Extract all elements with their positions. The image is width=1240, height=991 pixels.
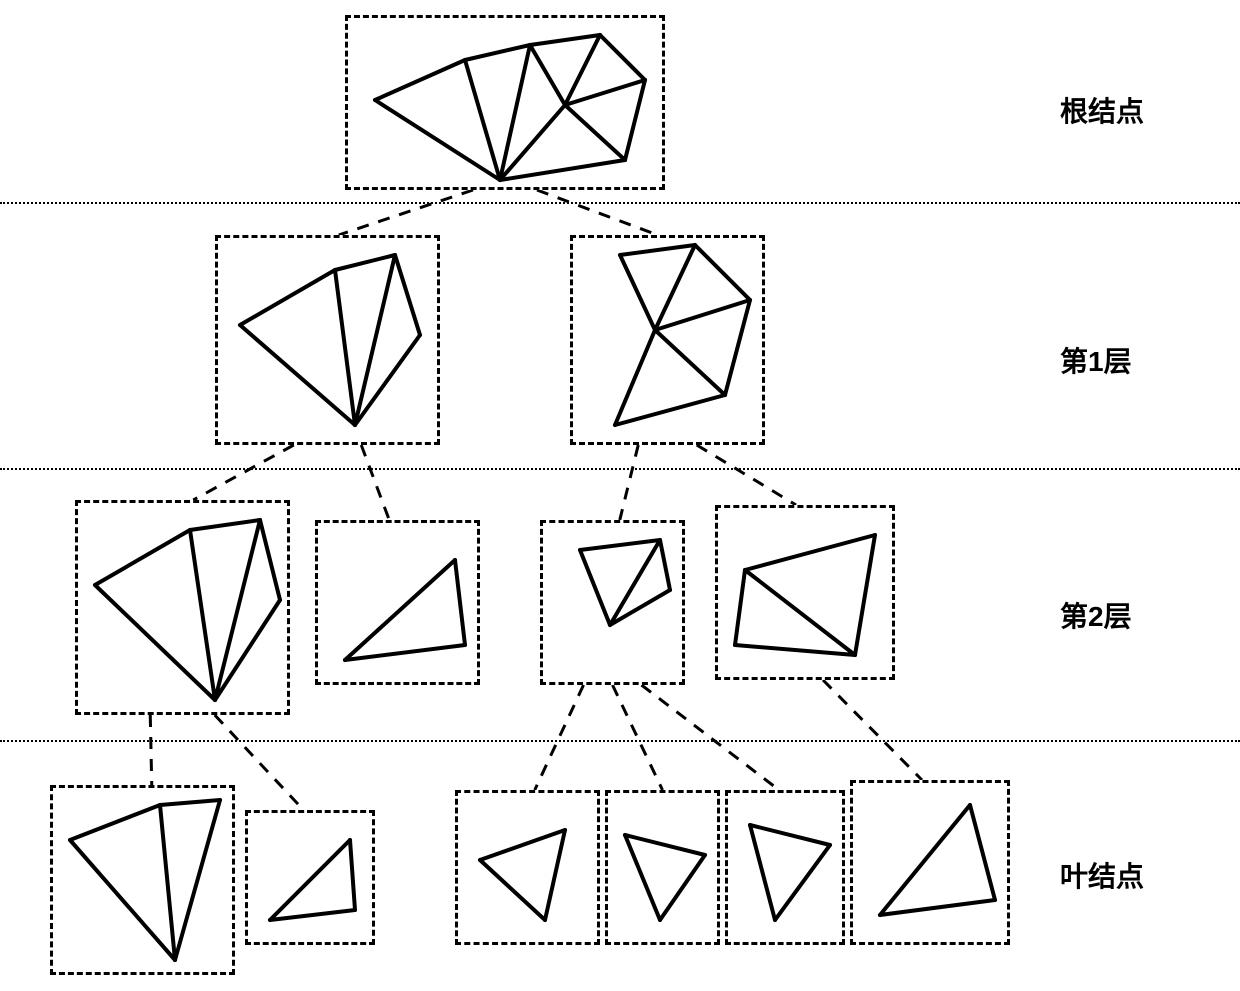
level-label-l1: 第1层 [1060,340,1132,380]
level-divider [0,202,1240,204]
tree-edge [613,685,663,790]
mesh-leaf3 [465,800,590,935]
mesh-l2b [325,530,470,675]
tree-edge [537,190,658,235]
tree-edge [620,445,639,520]
level-label-l2: 第2层 [1060,595,1132,635]
tree-edge [642,685,780,790]
mesh-l1a [225,245,430,435]
level-divider [0,468,1240,470]
mesh-l2a [85,510,280,705]
level-divider [0,740,1240,742]
tree-edge [339,190,473,235]
tree-edge [361,445,389,520]
mesh-leaf2 [255,820,365,935]
mesh-l2c [550,530,675,675]
level-label-leaf: 叶结点 [1060,855,1144,895]
tree-edge [697,445,796,505]
level-label-root: 根结点 [1060,90,1144,130]
mesh-leaf1 [60,795,225,965]
mesh-root [355,25,655,180]
mesh-l1b [580,245,755,435]
mesh-l2d [725,515,885,670]
mesh-leaf6 [860,790,1000,935]
tree-edge [823,680,922,780]
tree-edge [535,685,584,790]
mesh-leaf5 [735,800,835,935]
tree-edge [150,715,152,785]
tree-edge [193,445,294,500]
mesh-leaf4 [615,800,710,935]
